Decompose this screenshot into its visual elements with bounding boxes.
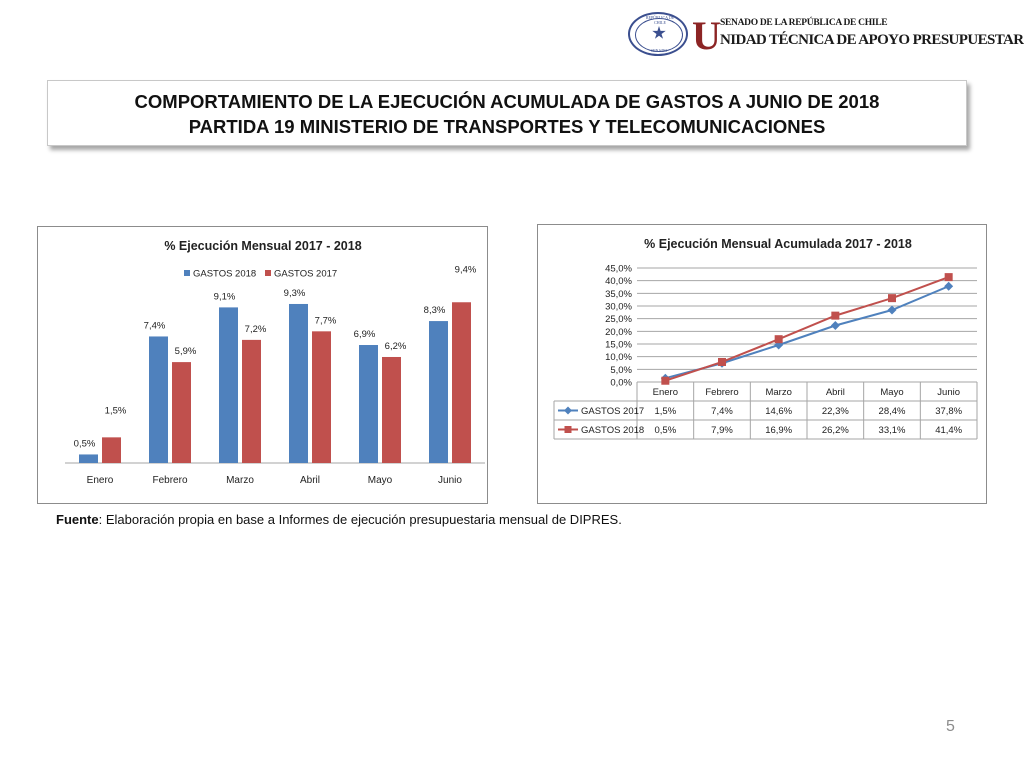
line-chart-svg: % Ejecución Mensual Acumulada 2017 - 201…	[553, 237, 978, 440]
table-value: 14,6%	[765, 406, 792, 417]
bar	[429, 321, 448, 463]
bar	[102, 437, 121, 463]
title-box: COMPORTAMIENTO DE LA EJECUCIÓN ACUMULADA…	[47, 80, 967, 146]
table-value: 16,9%	[765, 425, 792, 436]
point	[830, 321, 840, 331]
x-tick-label: Enero	[87, 475, 114, 486]
data-label: 9,4%	[455, 264, 477, 275]
chart-title: % Ejecución Mensual Acumulada 2017 - 201…	[644, 237, 912, 251]
table-value: 7,9%	[711, 425, 733, 436]
bar	[289, 303, 308, 463]
bar-chart-svg: % Ejecución Mensual 2017 - 2018 GASTOS 20…	[65, 239, 485, 486]
legend-marker	[564, 426, 572, 433]
bar	[79, 454, 98, 463]
bar	[172, 362, 191, 463]
source-note: Fuente: Elaboración propia en base a Inf…	[56, 512, 622, 527]
source-label: Fuente	[56, 512, 99, 527]
page-number: 5	[946, 718, 955, 735]
data-label: 9,1%	[214, 291, 236, 302]
legend-swatch	[184, 270, 190, 276]
bar	[359, 345, 378, 463]
point	[944, 281, 954, 291]
series-name: GASTOS 2018	[581, 425, 644, 436]
bar	[312, 331, 331, 463]
x-tick-label: Febrero	[705, 387, 738, 398]
x-tick-label: Junio	[937, 387, 960, 398]
chart-title: % Ejecución Mensual 2017 - 2018	[164, 239, 361, 253]
senado-logo: REPÚBLICA DE CHILE SENADO U SENADO DE LA…	[628, 12, 1024, 58]
table-value: 7,4%	[711, 406, 733, 417]
point	[661, 376, 670, 385]
bar	[149, 336, 168, 463]
table-value: 1,5%	[655, 406, 677, 417]
x-tick-label: Enero	[653, 387, 678, 398]
table-value: 26,2%	[822, 425, 849, 436]
table-value: 28,4%	[879, 406, 906, 417]
point	[831, 311, 840, 320]
data-label: 6,9%	[354, 329, 376, 340]
x-tick-label: Marzo	[226, 475, 254, 486]
y-tick-label: 25,0%	[605, 314, 632, 325]
y-tick-label: 15,0%	[605, 340, 632, 351]
series-line	[665, 276, 950, 382]
y-tick-label: 10,0%	[605, 352, 632, 363]
legend-marker	[564, 406, 572, 415]
data-label: 7,2%	[245, 324, 267, 335]
x-tick-label: Febrero	[152, 475, 187, 486]
data-label: 7,4%	[144, 320, 166, 331]
y-tick-label: 20,0%	[605, 327, 632, 338]
data-label: 1,5%	[105, 405, 127, 416]
legend-swatch	[265, 270, 271, 276]
logo-senado-text: SENADO DE LA REPÚBLICA DE CHILE	[720, 18, 888, 28]
data-label: 0,5%	[74, 438, 96, 449]
point	[887, 305, 897, 315]
x-tick-label: Junio	[438, 475, 462, 486]
x-tick-label: Abril	[300, 475, 320, 486]
y-tick-label: 30,0%	[605, 302, 632, 313]
point	[944, 273, 953, 282]
data-label: 7,7%	[315, 315, 337, 326]
bar	[452, 302, 471, 463]
x-tick-label: Mayo	[368, 475, 393, 486]
point	[774, 335, 783, 344]
table-value: 22,3%	[822, 406, 849, 417]
logo-unit-text: NIDAD TÉCNICA DE APOYO PRESUPUESTARIO	[720, 32, 1024, 48]
page-title: COMPORTAMIENTO DE LA EJECUCIÓN ACUMULADA…	[134, 91, 880, 112]
y-tick-label: 45,0%	[605, 264, 632, 275]
bar	[382, 356, 401, 463]
data-label: 8,3%	[424, 305, 446, 316]
table-value: 0,5%	[655, 425, 677, 436]
series-name: GASTOS 2017	[581, 406, 644, 417]
point	[888, 294, 896, 303]
point	[718, 357, 726, 366]
source-text: : Elaboración propia en base a Informes …	[98, 512, 622, 527]
bar-chart-monthly: % Ejecución Mensual 2017 - 2018 GASTOS 20…	[37, 226, 488, 504]
x-tick-label: Marzo	[765, 387, 791, 398]
page-subtitle: PARTIDA 19 MINISTERIO DE TRANSPORTES Y T…	[188, 116, 826, 137]
y-tick-label: 40,0%	[605, 276, 632, 287]
x-tick-label: Abril	[826, 387, 845, 398]
legend-label: GASTOS 2018	[193, 269, 256, 280]
table-value: 37,8%	[935, 406, 962, 417]
y-tick-label: 5,0%	[610, 365, 632, 376]
seal-bottom-text: SENADO	[650, 48, 668, 53]
line-chart-cumulative: % Ejecución Mensual Acumulada 2017 - 201…	[537, 224, 987, 504]
table-value: 41,4%	[935, 425, 962, 436]
series-line	[665, 285, 950, 380]
senado-seal-icon: REPÚBLICA DE CHILE SENADO	[628, 12, 688, 56]
bar	[242, 339, 261, 463]
data-label: 6,2%	[385, 341, 407, 352]
data-label: 9,3%	[284, 288, 306, 299]
x-tick-label: Mayo	[880, 387, 903, 398]
legend-label: GASTOS 2017	[274, 269, 337, 280]
y-tick-label: 0,0%	[610, 378, 632, 389]
logo-initial: U	[692, 13, 721, 58]
bar	[219, 307, 238, 463]
y-tick-label: 35,0%	[605, 289, 632, 300]
data-label: 5,9%	[175, 346, 197, 357]
table-value: 33,1%	[879, 425, 906, 436]
